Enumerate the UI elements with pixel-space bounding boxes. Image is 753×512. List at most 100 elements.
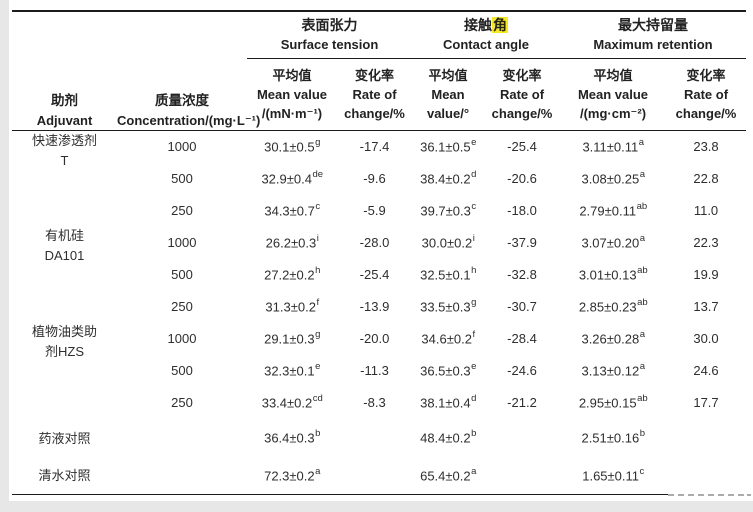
table-row: 250 33.4±0.2cd -8.3 38.1±0.4d -21.2 2.95… [12, 386, 746, 418]
header-adjuvant-en: Adjuvant [36, 112, 93, 128]
subheader-ca-mean: 平均值 Mean value/° [412, 58, 484, 131]
cell-ca-mean: 39.7±0.3c [412, 194, 484, 226]
value: 3.11±0.11 [582, 139, 639, 155]
cell-ca-rate: -24.6 [507, 362, 537, 378]
cell-st-mean: 32.9±0.4de [247, 162, 337, 194]
cell-adjuvant: 植物油类助 剂HZS [12, 322, 117, 418]
page-bottom-margin [0, 501, 753, 512]
cell-ca-rate: -25.4 [507, 138, 537, 154]
adjuvant-name-line1: 植物油类助 [31, 324, 97, 339]
cell-mr-mean: 2.51±0.16b [560, 418, 666, 456]
value: 34.6±0.2 [421, 331, 472, 347]
value: 30.1±0.5 [264, 139, 315, 155]
cell-ca-rate: -21.2 [507, 394, 537, 410]
header-concentration: 质量浓度 Concentration/(mg·L⁻¹) [117, 10, 261, 131]
group-max-retention: 最大持留量 Maximum retention [560, 10, 746, 59]
value: 3.26±0.28 [581, 331, 640, 347]
bottom-rule-dot [747, 494, 751, 496]
cell-ca-mean: 30.0±0.2i [412, 226, 484, 258]
cell-st-rate: -28.0 [359, 234, 390, 250]
header-adjuvant-zh: 助剂 [51, 92, 78, 108]
cell-mr-rate: 30.0 [693, 330, 719, 346]
value: 48.4±0.2 [420, 430, 471, 446]
sig-letter: b [639, 427, 646, 439]
value: 72.3±0.2 [264, 467, 315, 483]
subheader-line: change/% [344, 105, 405, 121]
sig-letter: e [315, 360, 321, 372]
header-concentration-en: Concentration/(mg·L⁻¹) [117, 112, 261, 128]
cell-st-rate: -8.3 [363, 394, 386, 410]
cell-st-mean: 27.2±0.2h [247, 258, 337, 290]
subheader-line: Rate of [683, 86, 729, 102]
cell-mr-mean: 1.65±0.11c [560, 456, 666, 495]
sig-letter: i [316, 232, 319, 244]
sig-letter: c [315, 200, 321, 212]
sig-letter: a [471, 465, 477, 477]
header-concentration-zh: 质量浓度 [155, 92, 209, 108]
sig-letter: d [471, 168, 477, 180]
cell-ca-mean: 33.5±0.3g [412, 290, 484, 322]
subheader-line: change/% [491, 105, 553, 121]
value: 3.13±0.12 [581, 363, 640, 379]
value: 32.5±0.1 [420, 267, 471, 283]
cell-st-rate: -25.4 [359, 266, 390, 282]
header-adjuvant: 助剂 Adjuvant [12, 10, 117, 131]
cell-concentration [117, 418, 247, 456]
cell-st-mean: 72.3±0.2a [247, 456, 337, 495]
sig-letter: d [471, 392, 477, 404]
sig-letter: ab [636, 200, 648, 212]
sig-letter: ab [637, 296, 648, 308]
cell-ca-mean: 36.5±0.3e [412, 354, 484, 386]
cell-concentration: 1000 [167, 138, 197, 154]
cell-ca-rate: -20.6 [507, 170, 537, 186]
value: 38.1±0.4 [420, 395, 471, 411]
cell-st-mean: 26.2±0.3i [247, 226, 337, 258]
table-row: 250 34.3±0.7c -5.9 39.7±0.3c -18.0 2.79±… [12, 194, 746, 226]
cell-ca-mean: 65.4±0.2a [412, 456, 484, 495]
cell-st-mean: 32.3±0.1e [247, 354, 337, 386]
cell-st-rate [337, 456, 412, 495]
table-row: 助剂 Adjuvant 质量浓度 Concentration/(mg·L⁻¹) … [12, 10, 746, 131]
sig-letter: h [471, 264, 477, 276]
sig-letter: i [472, 232, 475, 244]
sig-letter: h [315, 264, 321, 276]
cell-mr-mean: 3.08±0.25a [560, 162, 666, 194]
value: 26.2±0.3 [265, 235, 317, 251]
table-row: 平均值 Mean value /(mN·m⁻¹) 变化率 Rate of cha… [12, 58, 746, 131]
group-contact-angle: 接触角 Contact angle [412, 10, 560, 59]
subheader-line: 平均值 [593, 67, 633, 83]
cell-mr-mean: 2.85±0.23ab [560, 290, 666, 322]
cell-mr-rate: 13.7 [693, 298, 719, 314]
cell-st-rate: -17.4 [359, 138, 390, 154]
cell-mr-mean: 3.11±0.11a [560, 130, 666, 162]
value: 36.4±0.3 [264, 430, 315, 446]
subheader-line: change/% [675, 105, 737, 121]
value: 34.3±0.7 [264, 203, 315, 219]
sig-letter: b [471, 427, 477, 439]
cell-ca-rate: -37.9 [507, 234, 537, 250]
table-row: 500 32.9±0.4de -9.6 38.4±0.2d -20.6 3.08… [12, 162, 746, 194]
cell-mr-mean: 2.95±0.15ab [560, 386, 666, 418]
bottom-rule-dashes [668, 494, 744, 496]
sig-letter: de [312, 168, 324, 180]
cell-st-mean: 36.4±0.3b [247, 418, 337, 456]
cell-st-mean: 30.1±0.5g [247, 130, 337, 162]
sig-letter: a [639, 328, 646, 340]
value: 36.5±0.3 [420, 363, 471, 379]
cell-mr-mean: 3.26±0.28a [560, 322, 666, 354]
cell-mr-rate: 22.8 [693, 170, 719, 186]
subheader-line: Rate of [499, 86, 545, 102]
sig-letter: g [471, 296, 477, 308]
subheader-line: /(mg·cm⁻²) [579, 105, 647, 121]
subheader-line: 变化率 [354, 67, 394, 83]
table-row: 250 31.3±0.2f -13.9 33.5±0.3g -30.7 2.85… [12, 290, 746, 322]
subheader-st-rate: 变化率 Rate of change/% [337, 58, 412, 131]
group-surface-tension-en: Surface tension [280, 37, 379, 53]
subheader-line: value/° [426, 105, 470, 121]
value: 32.9±0.4 [261, 171, 312, 187]
value: 65.4±0.2 [420, 467, 471, 483]
cell-ca-mean: 36.1±0.5e [412, 130, 484, 162]
table-row: 有机硅 DA101 1000 26.2±0.3i -28.0 30.0±0.2i… [12, 226, 746, 263]
subheader-line: Mean value [577, 86, 649, 102]
sig-letter: cd [312, 392, 323, 404]
